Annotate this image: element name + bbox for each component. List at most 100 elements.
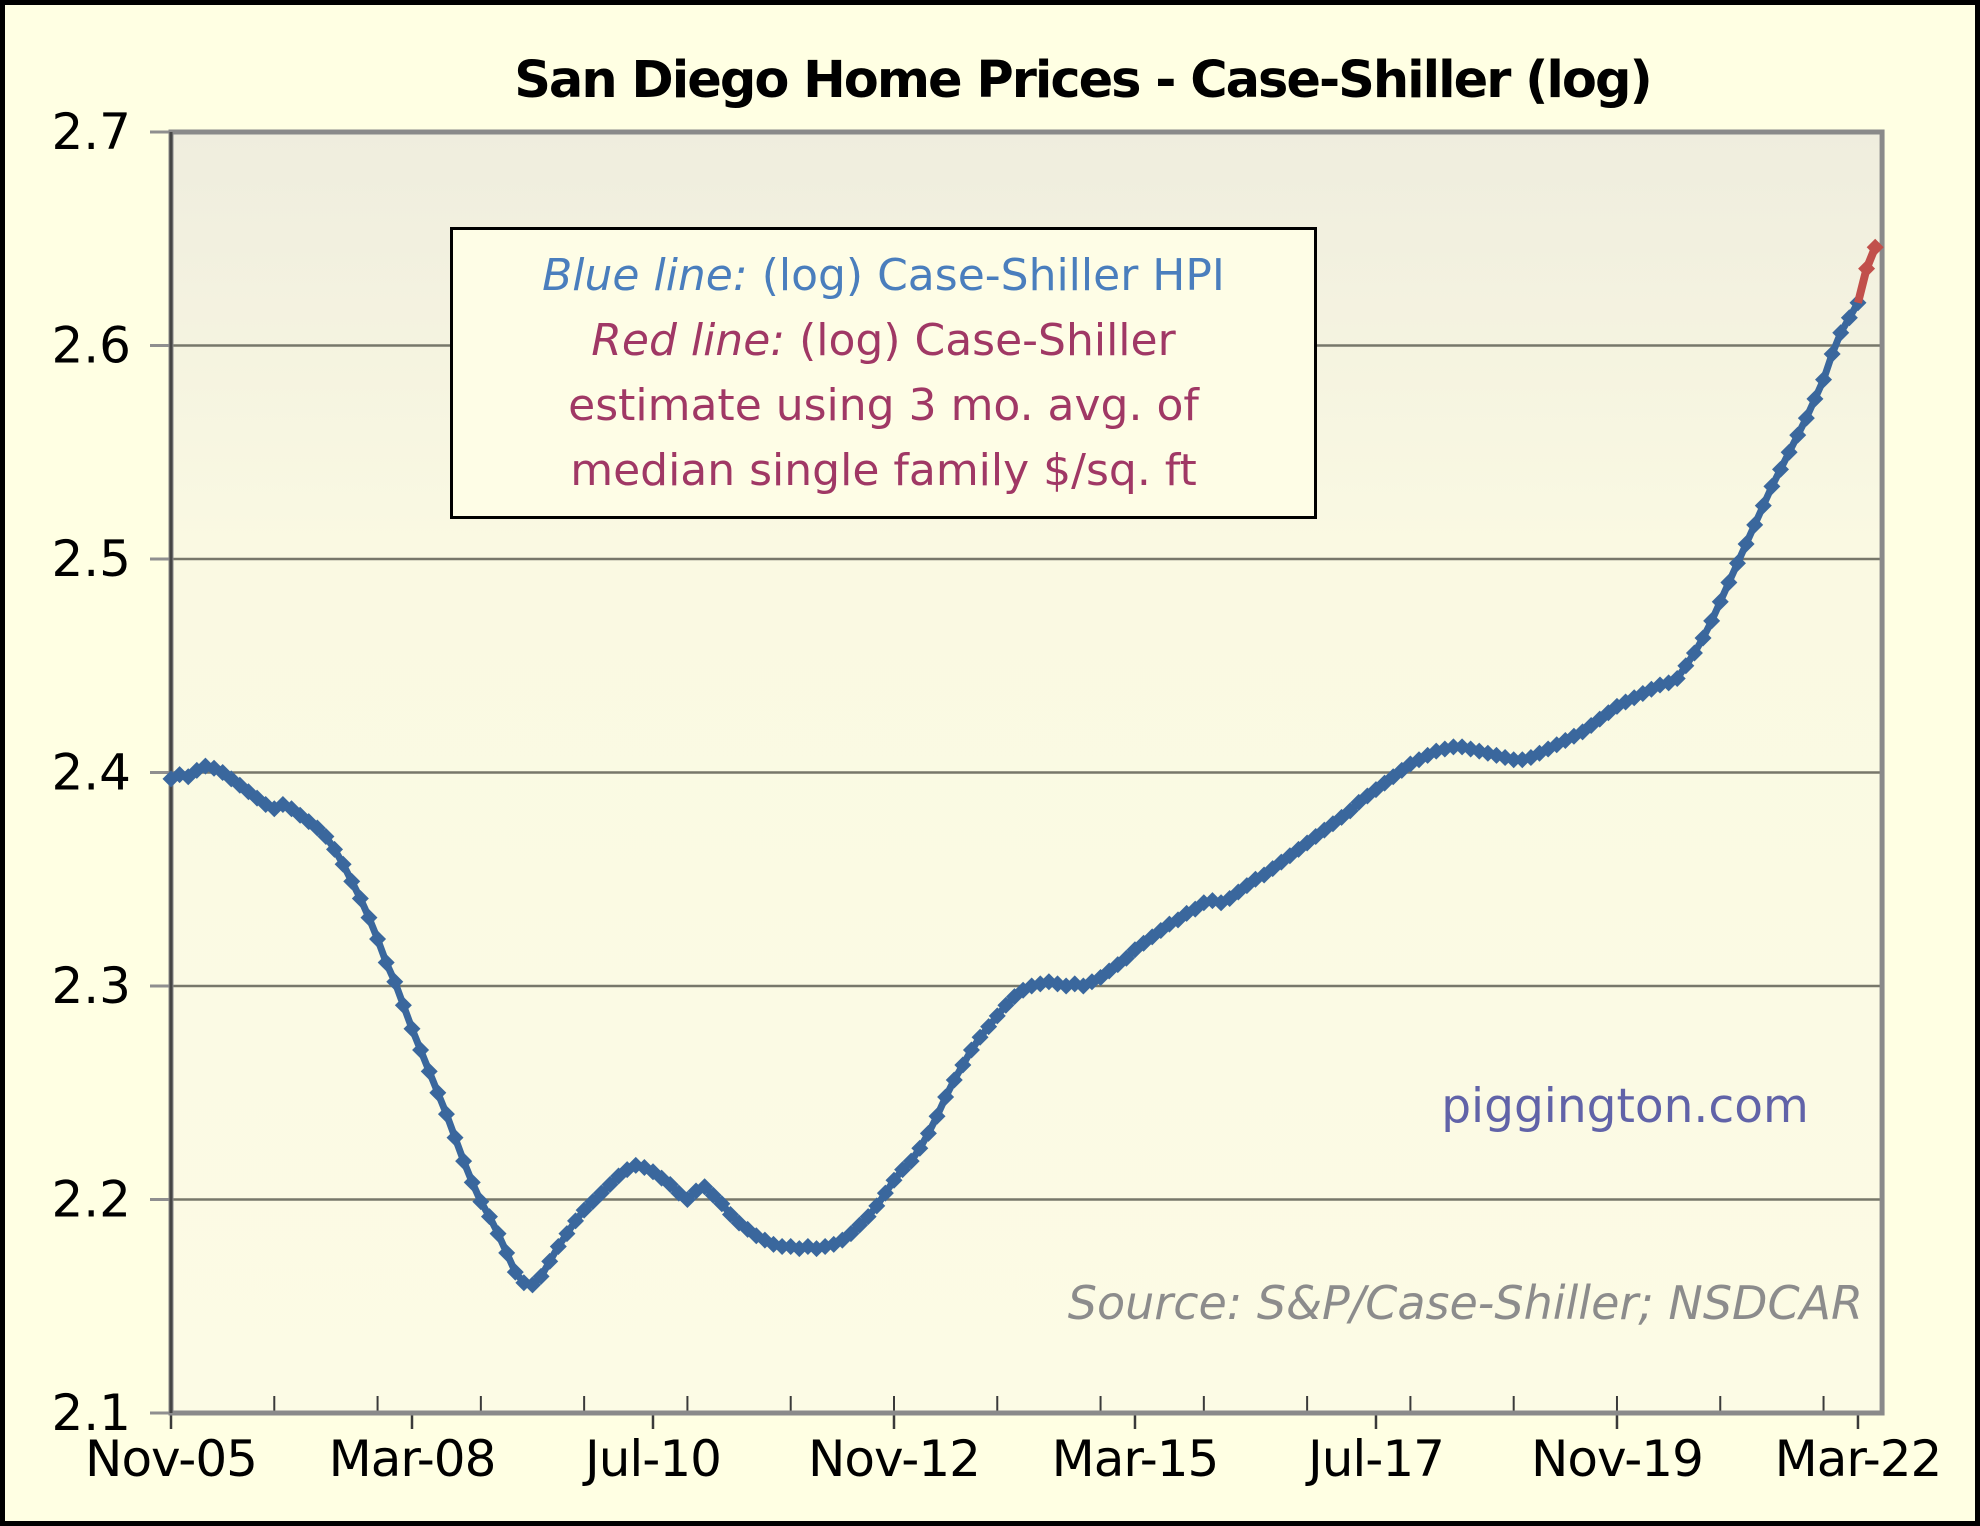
y-axis-label: 2.4 [51, 744, 131, 802]
watermark: piggington.com [1441, 1079, 1809, 1134]
y-axis-label: 2.3 [51, 957, 131, 1015]
data-point-diamond [1668, 670, 1686, 688]
data-point-diamond [472, 1193, 490, 1211]
data-point-diamond [1789, 426, 1807, 444]
data-point-diamond [859, 1208, 877, 1226]
data-point-diamond [980, 1018, 998, 1036]
data-point-diamond [317, 828, 335, 846]
data-point-diamond [1720, 573, 1738, 591]
data-point-diamond [1780, 443, 1798, 461]
data-point-diamond [1505, 751, 1523, 769]
data-point-diamond [1737, 535, 1755, 553]
x-axis-label: Mar-15 [1052, 1430, 1219, 1488]
data-point-diamond [937, 1088, 955, 1106]
data-point-diamond [1858, 260, 1876, 278]
data-point-diamond [842, 1225, 860, 1243]
data-point-diamond [386, 973, 404, 991]
data-point-diamond [446, 1129, 464, 1147]
data-point-diamond [351, 889, 369, 907]
data-point-diamond [696, 1178, 714, 1196]
chart-title: San Diego Home Prices - Case-Shiller (lo… [514, 51, 1653, 110]
x-axis-label: Jul-17 [1305, 1430, 1444, 1488]
data-point-diamond [532, 1267, 550, 1285]
legend-red-label: Red line: [591, 315, 786, 366]
data-point-diamond [437, 1105, 455, 1123]
data-point-diamond [1728, 554, 1746, 572]
legend-line-red-3: median single family $/sq. ft [570, 445, 1197, 496]
data-point-diamond [773, 1237, 791, 1255]
data-point-diamond [678, 1191, 696, 1208]
x-axis-label: Mar-08 [329, 1430, 496, 1488]
data-point-diamond [360, 909, 378, 927]
legend-line-blue: Blue line: (log) Case-Shiller HPI [455, 243, 1312, 308]
data-point-diamond [1866, 238, 1884, 256]
x-axis-label: Nov-05 [85, 1430, 257, 1488]
data-point-diamond [523, 1276, 541, 1294]
data-point-diamond [1823, 345, 1841, 363]
x-axis-label: Nov-19 [1531, 1430, 1703, 1488]
data-point-diamond [455, 1152, 473, 1170]
x-axis-label: Mar-22 [1775, 1430, 1942, 1488]
data-point-diamond [369, 930, 387, 948]
data-point-diamond [584, 1193, 602, 1211]
data-point-diamond [1840, 309, 1858, 327]
data-point-diamond [420, 1062, 438, 1080]
y-axis-label: 2.1 [51, 1384, 131, 1442]
data-point-diamond [480, 1208, 498, 1226]
y-axis-label: 2.2 [51, 1171, 131, 1229]
data-point-diamond [894, 1161, 912, 1179]
legend-blue-text: (log) Case-Shiller HPI [747, 250, 1225, 301]
data-point-diamond [558, 1225, 576, 1243]
data-point-diamond [1746, 516, 1764, 534]
data-point-diamond [1341, 802, 1359, 820]
data-point-diamond [592, 1184, 610, 1202]
data-point-diamond [308, 819, 326, 837]
data-point-diamond [928, 1107, 946, 1125]
x-axis-label: Nov-12 [808, 1430, 980, 1488]
y-axis-label: 2.5 [51, 530, 131, 588]
data-point-diamond [1444, 738, 1462, 756]
data-point-diamond [498, 1244, 516, 1262]
source-note: Source: S&P/Case-Shiller; NSDCAR [1067, 1276, 1863, 1330]
y-axis-label: 2.6 [51, 317, 131, 375]
data-point-diamond [868, 1197, 886, 1215]
data-point-diamond [1763, 477, 1781, 495]
data-point-diamond [549, 1237, 567, 1255]
legend-red-text: (log) Case-Shiller [785, 315, 1176, 366]
data-point-diamond [239, 783, 257, 801]
data-point-diamond [506, 1263, 524, 1281]
data-point-diamond [919, 1124, 937, 1142]
data-point-diamond [876, 1184, 894, 1202]
data-point-diamond [489, 1225, 507, 1243]
data-point-diamond [1815, 371, 1833, 389]
y-axis-label: 2.7 [51, 103, 131, 161]
data-point-diamond [1806, 390, 1824, 408]
data-point-diamond [463, 1173, 481, 1191]
data-point-diamond [1754, 497, 1772, 515]
data-point-diamond [962, 1041, 980, 1059]
data-point-diamond [885, 1171, 903, 1189]
x-axis-label: Jul-10 [582, 1430, 721, 1488]
data-point-diamond [851, 1216, 869, 1234]
legend-line-red: Red line: (log) Case-Shiller [455, 308, 1312, 373]
data-point-diamond [661, 1176, 679, 1194]
data-point-diamond [326, 840, 344, 858]
data-point-diamond [1694, 629, 1712, 647]
data-point-diamond [541, 1252, 559, 1270]
data-point-diamond [988, 1007, 1006, 1025]
hpi-series [162, 294, 1867, 1294]
legend-blue-label: Blue line: [542, 250, 748, 301]
data-point-diamond [713, 1195, 731, 1213]
data-point-diamond [575, 1201, 593, 1219]
data-point-diamond [971, 1028, 989, 1046]
data-point-diamond [1711, 593, 1729, 611]
data-point-diamond [721, 1205, 739, 1223]
estimate-series [1854, 238, 1884, 304]
data-point-diamond [377, 954, 395, 972]
data-point-diamond [1797, 409, 1815, 427]
data-point-diamond [954, 1056, 972, 1074]
data-point-diamond [704, 1186, 722, 1204]
data-point-diamond [412, 1041, 430, 1059]
data-point-diamond [911, 1139, 929, 1157]
